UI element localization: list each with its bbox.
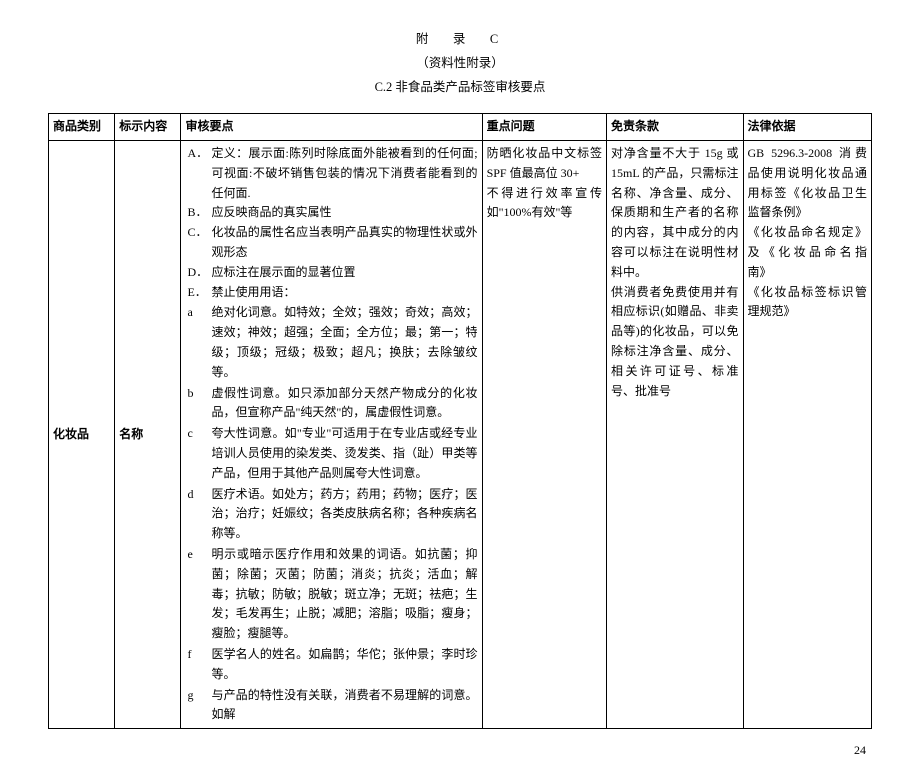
col-header-issues: 重点问题 bbox=[482, 114, 606, 141]
document-header: 附 录 C （资料性附录） C.2 非食品类产品标签审核要点 bbox=[48, 28, 872, 99]
cell-category: 化妆品 bbox=[49, 141, 115, 729]
header-line-2: （资料性附录） bbox=[48, 52, 872, 76]
cell-issues: 防晒化妆品中文标签SPF 值最高位 30+ 不得进行效率宣传如"100%有效"等 bbox=[482, 141, 606, 729]
table-row: 化妆品 名称 A．定义：展示面:陈列时除底面外能被看到的任何面;可视面:不破坏销… bbox=[49, 141, 872, 729]
col-header-law: 法律依据 bbox=[743, 114, 872, 141]
col-header-label: 标示内容 bbox=[115, 114, 181, 141]
page-number: 24 bbox=[48, 743, 872, 758]
table-header-row: 商品类别 标示内容 审核要点 重点问题 免责条款 法律依据 bbox=[49, 114, 872, 141]
cell-law: GB 5296.3-2008 消费品使用说明化妆品通用标签《化妆品卫生监督条例》… bbox=[743, 141, 872, 729]
col-header-exempt: 免责条款 bbox=[607, 114, 743, 141]
col-header-keypoints: 审核要点 bbox=[181, 114, 482, 141]
header-line-3: C.2 非食品类产品标签审核要点 bbox=[48, 76, 872, 100]
audit-table: 商品类别 标示内容 审核要点 重点问题 免责条款 法律依据 化妆品 名称 A．定… bbox=[48, 113, 872, 729]
header-line-1: 附 录 C bbox=[48, 28, 872, 52]
cell-exempt: 对净含量不大于 15g 或 15mL 的产品，只需标注名称、净含量、成分、保质期… bbox=[607, 141, 743, 729]
cell-label: 名称 bbox=[115, 141, 181, 729]
col-header-category: 商品类别 bbox=[49, 114, 115, 141]
cell-keypoints: A．定义：展示面:陈列时除底面外能被看到的任何面;可视面:不破坏销售包装的情况下… bbox=[181, 141, 482, 729]
